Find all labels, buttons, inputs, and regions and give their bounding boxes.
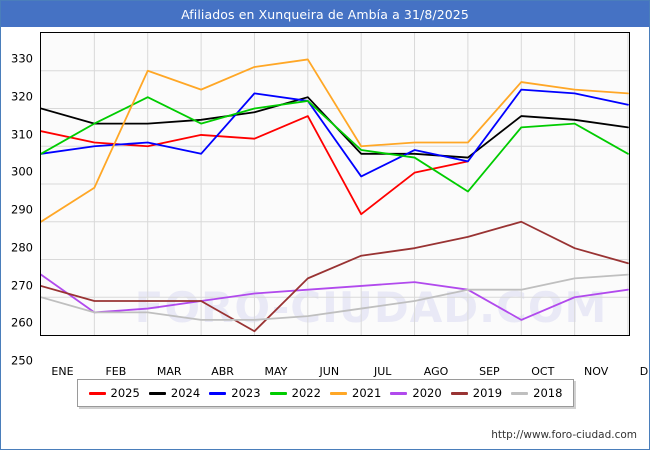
series-line-2018	[41, 273, 629, 321]
x-axis-tick-label-ago: AGO	[423, 365, 449, 378]
y-axis-tick-label: 330	[11, 51, 33, 66]
series-line-2019	[41, 220, 629, 333]
x-axis-tick-label-feb: FEB	[105, 365, 127, 378]
series-line-2022	[41, 96, 629, 193]
y-axis-tick-label: 300	[11, 164, 33, 179]
legend-item-2020[interactable]: 2020	[390, 386, 442, 400]
x-axis-tick-label-jun: JUN	[319, 365, 340, 378]
legend-item-2024[interactable]: 2024	[148, 386, 201, 400]
legend-item-2018[interactable]: 2018	[511, 386, 562, 400]
x-axis-labels: ENE FEB MAR ABR MAY JUN JUL AGO SEP OCT NOV DIC	[40, 365, 649, 387]
x-axis-tick-label-dic: DIC	[639, 365, 649, 378]
legend-item-2021[interactable]: 2021	[330, 386, 381, 400]
x-axis-tick-label-oct: OCT	[531, 365, 555, 378]
x-axis-tick-label-abr: ABR	[211, 365, 234, 378]
x-axis-tick-label-mar: MAR	[156, 365, 182, 378]
series-line-2021	[41, 58, 629, 223]
y-axis-tick-label: 280	[11, 240, 33, 254]
y-axis-tick-label: 320	[11, 89, 33, 103]
series-line-2023	[41, 88, 629, 178]
x-axis-tick-label-sep: SEP	[479, 365, 500, 378]
x-axis-tick-label-nov: NOV	[584, 365, 609, 378]
y-axis-tick-label: 270	[11, 277, 33, 292]
legend-item-2025[interactable]: 2025	[88, 386, 140, 400]
legend-item-2022[interactable]: 2022	[269, 386, 321, 400]
x-axis-tick-label-ene: ENE	[51, 365, 74, 378]
page-title: Afiliados en Xunqueira de Ambía a 31/8/2…	[181, 6, 469, 22]
y-axis-tick-label: 310	[11, 126, 33, 141]
chart-legend: 2025 2024 2023 2022 2021 2020 2019 2018	[77, 379, 574, 407]
legend-swatch-icon	[450, 391, 468, 395]
y-axis-tick-label: 290	[11, 202, 33, 217]
legend-swatch-icon	[330, 391, 348, 395]
legend-item-label: 2025	[110, 386, 140, 400]
legend-item-label: 2020	[412, 386, 442, 400]
series-lines	[41, 33, 629, 335]
window-title-bar: Afiliados en Xunqueira de Ambía a 31/8/2…	[1, 1, 649, 27]
legend-swatch-icon	[88, 391, 106, 395]
legend-swatch-icon	[209, 391, 227, 395]
legend-item-label: 2022	[291, 386, 321, 400]
x-axis-tick-label-may: MAY	[264, 365, 288, 378]
legend-item-label: 2019	[472, 386, 503, 400]
series-line-2020	[41, 273, 629, 321]
y-axis-tick-label: 250	[11, 353, 33, 368]
x-axis-tick-label-jul: JUL	[373, 365, 392, 378]
series-line-2025	[41, 115, 469, 216]
legend-item-label: 2023	[231, 386, 261, 400]
legend-swatch-icon	[511, 391, 529, 395]
source-url: http://www.foro-ciudad.com	[491, 429, 637, 441]
legend-item-label: 2021	[352, 386, 382, 400]
y-axis-labels: 250 260 270 280 290 300 310 320 330	[1, 53, 649, 393]
legend-item-label: 2018	[533, 386, 563, 400]
legend-swatch-icon	[390, 391, 408, 395]
legend-swatch-icon	[269, 391, 287, 395]
plot-area: FORO-CIUDAD.COM	[40, 32, 630, 336]
legend-swatch-icon	[148, 391, 166, 395]
chart-region: 250 260 270 280 290 300 310 320 330 FORO-CIUDAD.…	[1, 27, 649, 378]
legend-item-2023[interactable]: 2023	[209, 386, 261, 400]
legend-item-label: 2024	[170, 386, 201, 400]
legend-item-2019[interactable]: 2019	[450, 386, 503, 400]
y-axis-tick-label: 260	[11, 315, 33, 330]
